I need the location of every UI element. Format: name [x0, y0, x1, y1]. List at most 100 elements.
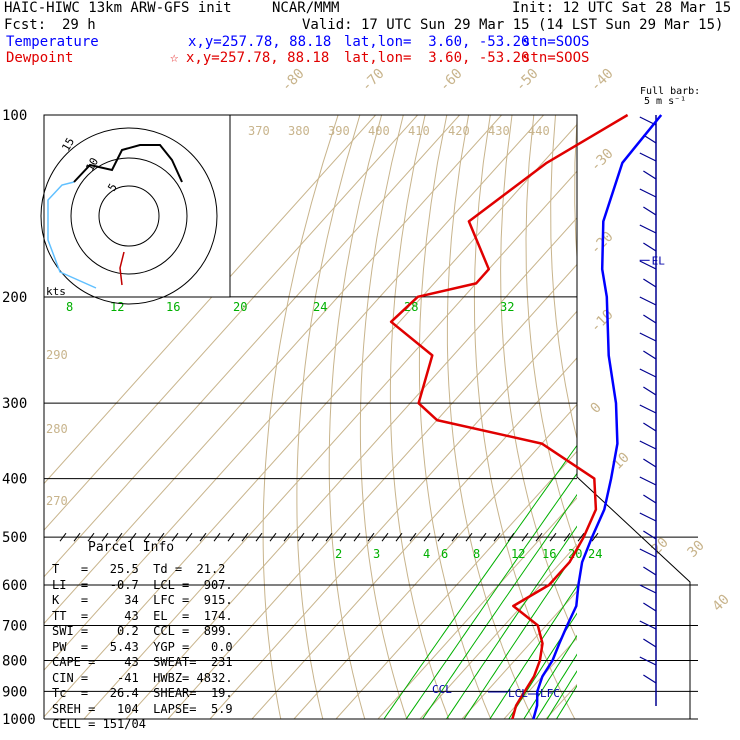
- temperature-station: stn=SOOS: [522, 34, 590, 50]
- mixing-ratio-label: 32: [500, 300, 514, 314]
- pressure-tick-label: 300: [2, 396, 27, 412]
- wind-barb: [643, 242, 657, 252]
- dry-adiabat-line: [621, 115, 740, 719]
- isotherm-line: [83, 170, 577, 719]
- dry-adiabat-line: [664, 115, 740, 719]
- isotherm-label: -50: [513, 66, 542, 95]
- wind-barb: [643, 422, 657, 432]
- wind-barb: [639, 440, 657, 450]
- isotherm-line: [44, 115, 460, 578]
- isotherm-lines: [44, 115, 740, 719]
- mixing-ratio-label: 16: [542, 547, 556, 561]
- hatch-mark: [185, 532, 193, 542]
- hodograph-ring: [70, 157, 188, 275]
- wind-barb: [643, 350, 657, 360]
- mixing-ratio-label: 4: [423, 547, 430, 561]
- theta-e-label: 390: [328, 124, 350, 138]
- ccl-label: CCL: [432, 683, 452, 696]
- mixing-ratio-label: 3: [373, 547, 380, 561]
- parcel-info-row: SREH = 104 LAPSE= 5.9: [52, 701, 233, 716]
- hodograph-ring-label: 15: [59, 136, 77, 154]
- temperature-legend: Temperature: [6, 34, 99, 50]
- wind-barb: [639, 584, 657, 594]
- hatch-mark: [577, 532, 585, 542]
- mixing-ratio-label: 6: [441, 547, 448, 561]
- mixing-ratio-label: 12: [511, 547, 525, 561]
- hatch-mark: [311, 532, 319, 542]
- dewpoint-latlon: lat,lon= 3.60, -53.20: [344, 50, 530, 66]
- isotherm-label: -60: [437, 66, 466, 95]
- hatch-mark: [171, 532, 179, 542]
- parcel-info-row: CIN = -41 HWBZ= 4832.: [52, 670, 233, 685]
- hatch-mark: [87, 532, 95, 542]
- isotherm-line: [630, 115, 740, 719]
- wind-barb: [639, 548, 657, 558]
- isotherm-line: [44, 115, 544, 671]
- pressure-tick-label: 600: [2, 578, 27, 594]
- hodograph-trace-low: [47, 181, 97, 289]
- mixing-ratio-line: [523, 634, 577, 719]
- theta-e-label: 440: [528, 124, 550, 138]
- mixing-ratio-label: 28: [404, 300, 418, 314]
- isotherm-label: 30: [685, 538, 708, 561]
- valid-time: Valid: 17 UTC Sun 29 Mar 15 (14 LST Sun …: [302, 17, 724, 33]
- isotherm-line: [125, 217, 577, 719]
- wind-barb: [639, 476, 657, 486]
- isotherm-line: [44, 115, 502, 625]
- mixing-ratio-lines: [383, 444, 577, 719]
- parcel-info-row: Tc = 26.4 SHEAR= 19.: [52, 686, 233, 700]
- hatch-mark: [129, 532, 137, 542]
- hodograph-trace: [73, 144, 183, 183]
- isotherm-label: -40: [588, 66, 617, 95]
- mixing-ratio-line: [546, 670, 577, 719]
- dewpoint-line: [389, 113, 629, 720]
- isotherm-line: [251, 357, 577, 719]
- wind-barb: [643, 170, 657, 180]
- mixing-ratio-label: 20: [233, 300, 247, 314]
- hatch-mark: [213, 532, 221, 542]
- wind-barb: [643, 386, 657, 396]
- dewpoint-station: stn=SOOS: [522, 50, 590, 66]
- hatch-mark: [297, 532, 305, 542]
- wind-barb: [639, 296, 657, 306]
- dry-adiabat-line: [296, 115, 361, 719]
- wind-barb: [643, 206, 657, 216]
- hatch-mark: [157, 532, 165, 542]
- theta-e-label: 370: [248, 124, 270, 138]
- parcel-info-row: TT = 43 EL = 174.: [52, 608, 233, 623]
- theta-e-label: 430: [488, 124, 510, 138]
- isotherm-label: -70: [359, 66, 388, 95]
- mixing-ratio-label: 24: [588, 547, 602, 561]
- isotherm-label: -80: [279, 66, 308, 95]
- el-label: EL: [652, 254, 666, 267]
- hatch-mark: [535, 532, 543, 542]
- wind-barb: [643, 494, 657, 504]
- hatch-mark: [381, 532, 389, 542]
- hatch-mark: [451, 532, 459, 542]
- pressure-tick-label: 400: [2, 472, 27, 488]
- lcl-label: LCL: [508, 687, 528, 700]
- mixing-ratio-line: [508, 612, 577, 719]
- theta-e-label: 380: [288, 124, 310, 138]
- isotherm-label: -10: [588, 307, 617, 336]
- parcel-info-row: SWI = 0.2 CCL = 899.: [52, 624, 233, 638]
- isotherm-line: [377, 497, 577, 719]
- wind-barb: [639, 188, 657, 198]
- dry-adiabat-lines: [262, 115, 740, 719]
- hatch-mark: [479, 532, 487, 542]
- wind-barbs: [639, 115, 657, 706]
- temperature-xy: x,y=257.78, 88.18: [188, 34, 332, 50]
- dewpoint-legend: Dewpoint: [6, 50, 74, 66]
- isotherm-label: -30: [588, 146, 617, 175]
- dry-adiabat-line: [574, 115, 577, 265]
- parcel-info-row: K = 34 LFC = 915.: [52, 593, 233, 607]
- hatch-mark: [563, 532, 571, 542]
- hatch-mark: [59, 532, 67, 542]
- mixing-ratio-line: [446, 525, 577, 719]
- wind-barb: [643, 674, 657, 684]
- dry-adiabat-line: [446, 115, 534, 719]
- hatch-mark: [283, 532, 291, 542]
- wind-barb: [639, 656, 657, 666]
- isotherm-line: [44, 115, 418, 531]
